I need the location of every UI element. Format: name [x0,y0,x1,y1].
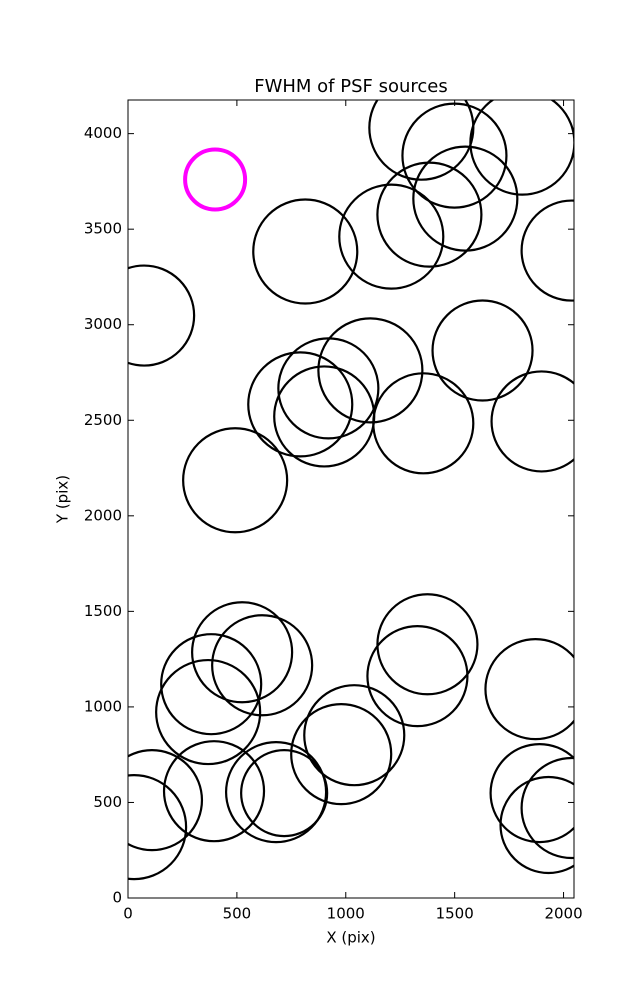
psf-circle [155,658,262,766]
psf-circle [366,625,469,728]
psf-circle [128,264,196,367]
psf-circle [240,748,329,838]
psf-circle [372,372,475,475]
psf-circle [520,199,574,302]
psf-circle [469,100,574,196]
psf-circle [490,370,574,473]
y-tick-label: 2500 [84,411,122,429]
y-tick-label: 1500 [84,602,122,620]
psf-circle [191,601,294,704]
psf-circle [376,593,479,696]
plot-area [128,100,574,881]
psf-circle [338,183,445,290]
psf-circle [499,775,574,875]
axes-frame [127,99,575,899]
x-tick-label: 2000 [544,905,582,923]
y-tick-label: 2000 [84,506,122,524]
y-tick-label: 1000 [84,697,122,715]
x-tick-label: 0 [123,905,133,923]
psf-circle [489,743,574,844]
psf-circle [376,161,483,268]
y-tick-label: 4000 [84,124,122,142]
psf-circle [128,749,204,852]
psf-circle [182,427,289,534]
psf-circle [520,756,574,860]
psf-circle [160,633,263,736]
psf-circle [303,684,406,787]
x-tick-label: 1500 [436,905,474,923]
psf-circle [162,740,266,843]
x-axis-label: X (pix) [326,929,375,947]
psf-circle [484,638,574,741]
y-tick-label: 3500 [84,220,122,238]
x-tick-label: 500 [223,905,252,923]
y-axis-label: Y (pix) [54,475,72,524]
psf-circle [211,614,314,717]
y-tick-label: 0 [112,889,122,907]
x-tick-label: 1000 [327,905,365,923]
psf-circle [317,317,424,424]
psf-circle [412,145,519,252]
psf-circle [128,774,188,881]
chart-title: FWHM of PSF sources [254,76,448,97]
psf-circle [183,147,248,212]
y-tick-label: 3000 [84,315,122,333]
psf-circle [290,703,393,806]
psf-circle [252,198,359,305]
y-tick-label: 500 [93,793,122,811]
psf-circle [431,299,534,402]
psf-circle [247,351,354,458]
